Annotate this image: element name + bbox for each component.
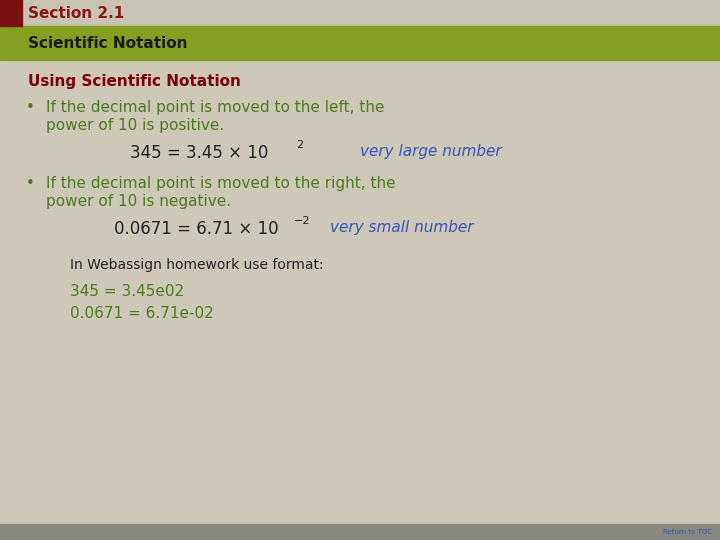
Text: 345 = 3.45 × 10: 345 = 3.45 × 10 xyxy=(130,144,269,162)
Text: If the decimal point is moved to the left, the: If the decimal point is moved to the lef… xyxy=(46,100,384,115)
Text: •: • xyxy=(26,100,35,115)
Text: 2: 2 xyxy=(296,140,303,150)
Text: Using Scientific Notation: Using Scientific Notation xyxy=(28,74,241,89)
Text: 0.0671 = 6.71e-02: 0.0671 = 6.71e-02 xyxy=(70,306,214,321)
Bar xyxy=(0,26,720,60)
Text: In Webassign homework use format:: In Webassign homework use format: xyxy=(70,258,323,272)
Text: power of 10 is negative.: power of 10 is negative. xyxy=(46,194,231,209)
Bar xyxy=(0,0,22,26)
Text: Section 2.1: Section 2.1 xyxy=(28,5,125,21)
Bar xyxy=(0,0,720,26)
Text: Scientific Notation: Scientific Notation xyxy=(28,36,187,51)
Text: •: • xyxy=(26,176,35,191)
Text: very large number: very large number xyxy=(360,144,502,159)
Text: very small number: very small number xyxy=(330,220,474,235)
Text: If the decimal point is moved to the right, the: If the decimal point is moved to the rig… xyxy=(46,176,395,191)
Text: 345 = 3.45e02: 345 = 3.45e02 xyxy=(70,284,184,299)
Text: 0.0671 = 6.71 × 10: 0.0671 = 6.71 × 10 xyxy=(114,220,279,238)
Bar xyxy=(0,524,720,540)
Text: Return to TOC: Return to TOC xyxy=(663,529,712,535)
Text: −2: −2 xyxy=(294,216,310,226)
Text: power of 10 is positive.: power of 10 is positive. xyxy=(46,118,224,133)
